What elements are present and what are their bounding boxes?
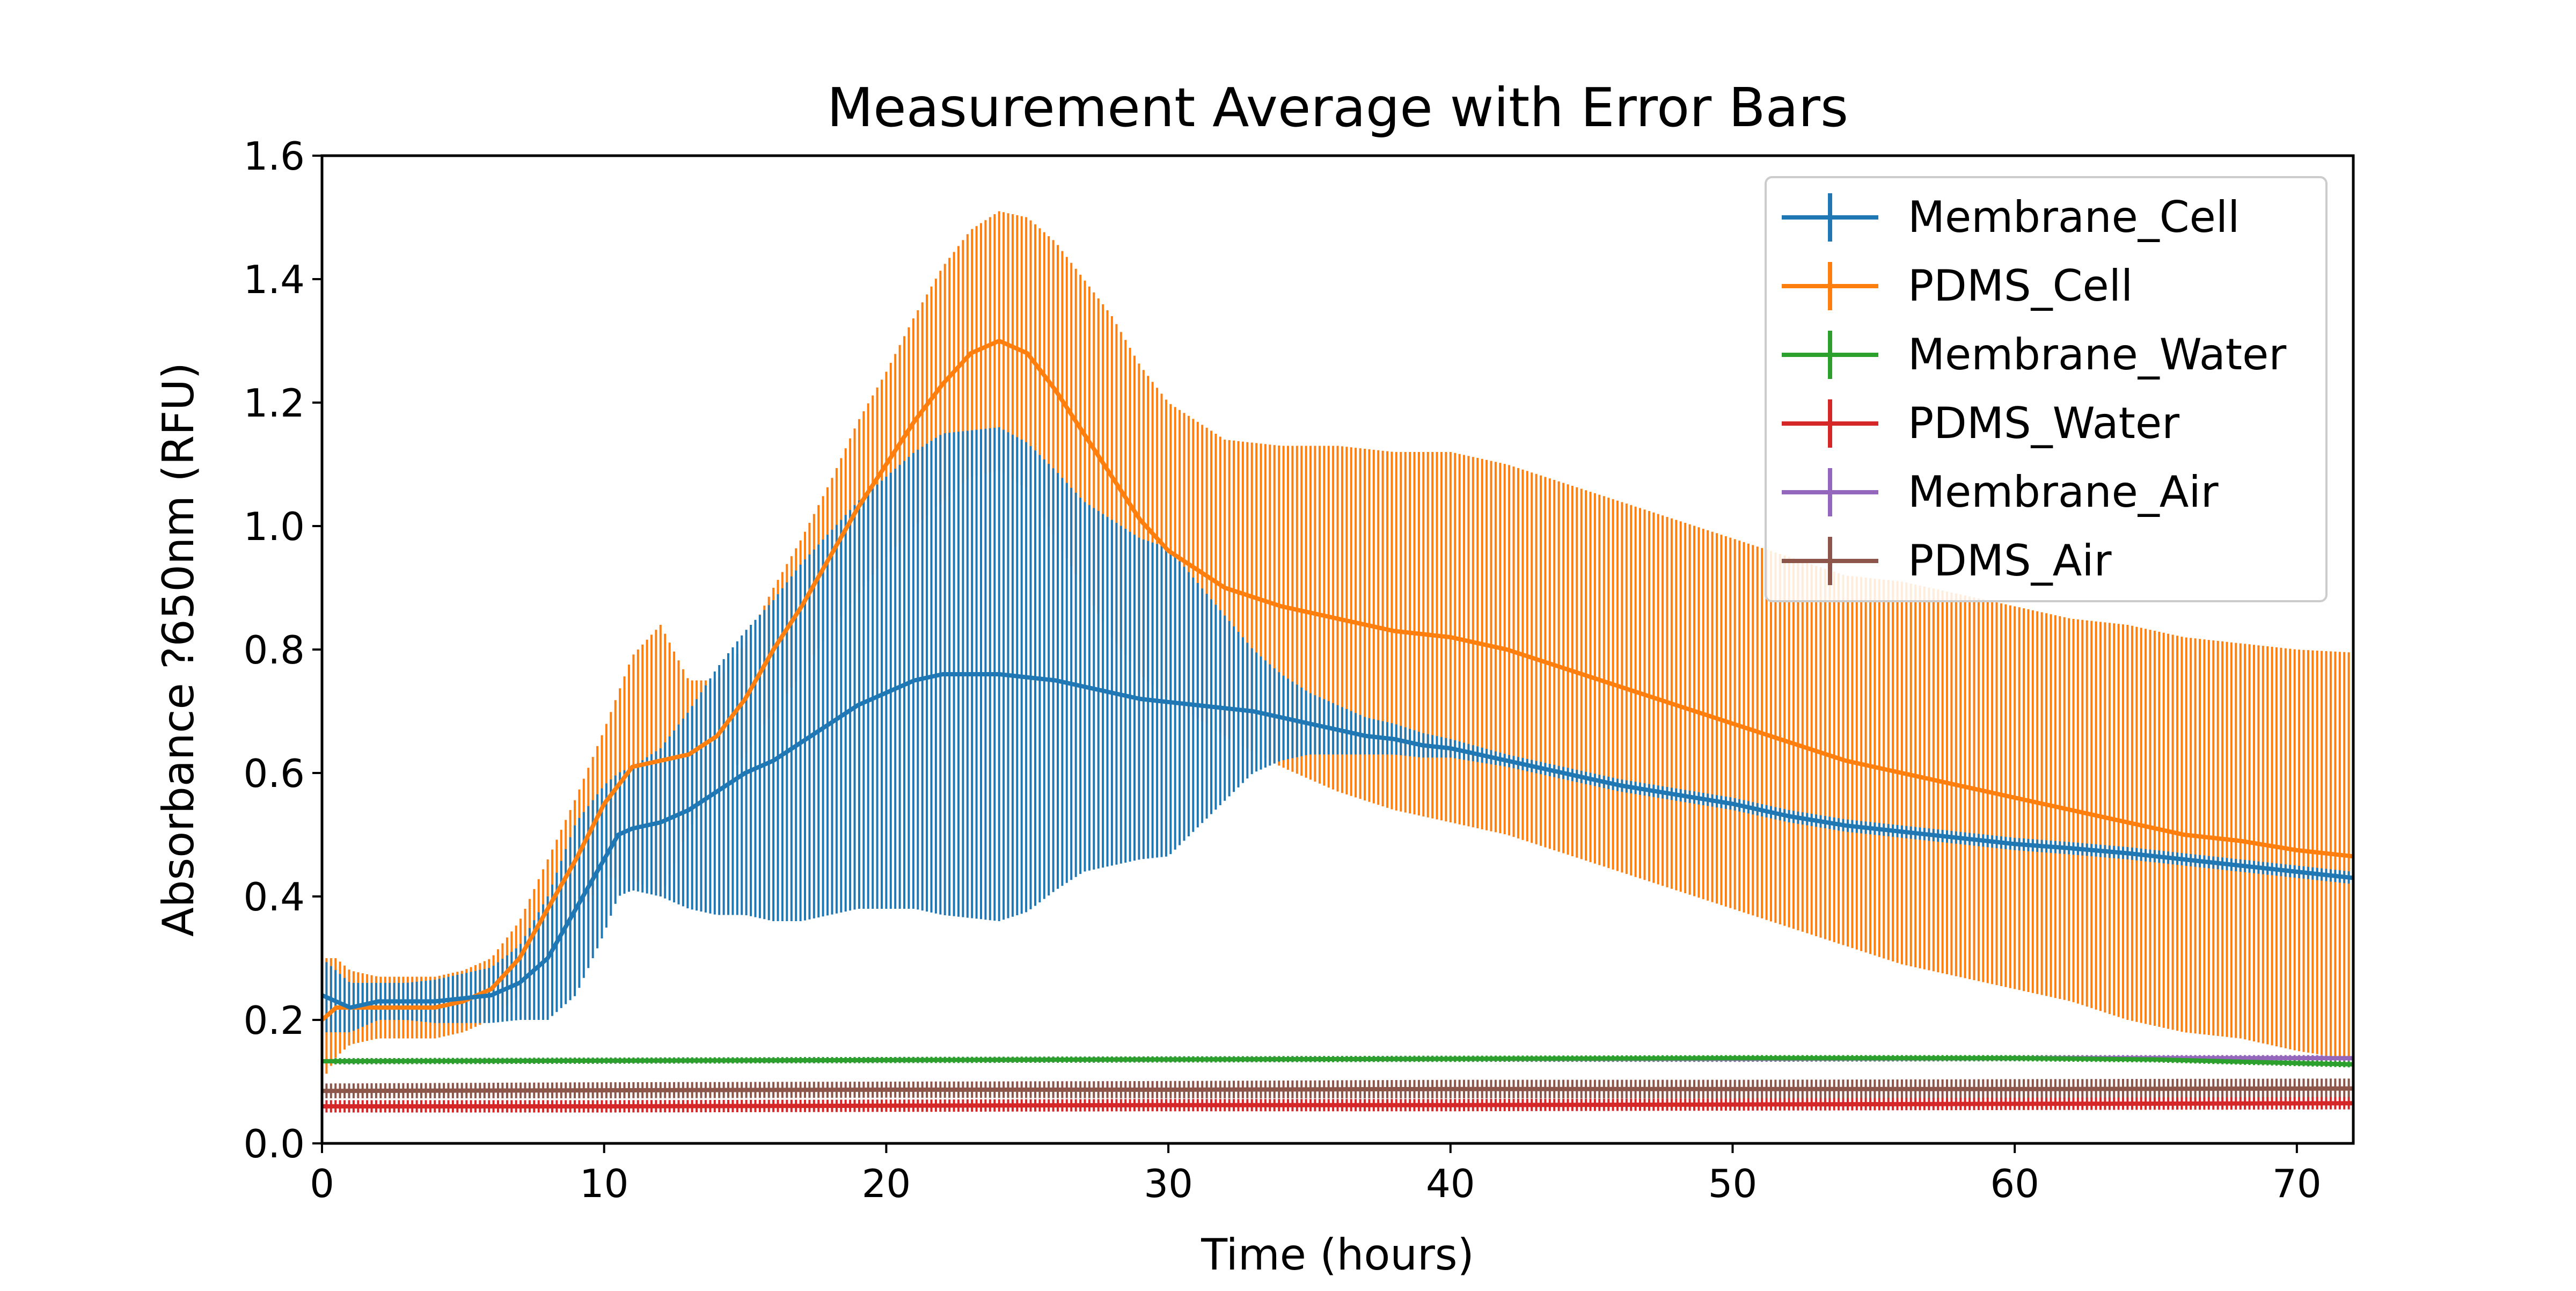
legend: Membrane_Cell PDMS_Cell Membrane_Water PDMS… <box>1765 176 2328 602</box>
x-tick-label: 30 <box>1144 1161 1193 1206</box>
y-tick-label: 1.2 <box>243 381 305 426</box>
legend-label-pdms-cell: PDMS_Cell <box>1908 261 2133 311</box>
y-tick-label: 0.8 <box>243 628 305 673</box>
legend-label-pdms-air: PDMS_Air <box>1908 536 2112 586</box>
chart-title: Measurement Average with Error Bars <box>827 76 1848 139</box>
legend-label-pdms-water: PDMS_Water <box>1908 398 2179 448</box>
y-tick-label: 0.2 <box>243 998 305 1043</box>
legend-box <box>1765 176 2328 602</box>
series-line-pdms-air <box>321 1086 2354 1093</box>
axis-ticks-layer: 0 10 20 30 40 50 60 70 0.0 0.2 0.4 0.6 0.8 1.0 1.2 1.4 1… <box>243 134 2321 1206</box>
x-tick-label: 60 <box>1990 1161 2039 1206</box>
x-tick-label: 20 <box>862 1161 911 1206</box>
series-line-pdms-cell <box>320 339 2354 1022</box>
series-lines-layer <box>320 339 2354 1108</box>
y-tick-label: 0.0 <box>243 1121 305 1166</box>
x-tick-label: 0 <box>310 1161 334 1206</box>
series-line-pdms-water <box>322 1101 2354 1108</box>
x-tick-label: 10 <box>580 1161 629 1206</box>
legend-label-membrane-air: Membrane_Air <box>1908 467 2219 517</box>
x-axis-label: Time (hours) <box>1201 1230 1474 1280</box>
x-tick-label: 40 <box>1426 1161 1475 1206</box>
y-tick-label: 0.4 <box>243 874 305 920</box>
y-tick-label: 1.6 <box>243 134 305 179</box>
y-tick-label: 1.4 <box>243 257 305 302</box>
series-line-membrane-cell <box>321 672 2354 1010</box>
y-tick-label: 0.6 <box>243 751 305 796</box>
legend-label-membrane-cell: Membrane_Cell <box>1908 192 2240 242</box>
y-tick-label: 1.0 <box>243 504 305 549</box>
x-tick-label: 70 <box>2272 1161 2322 1206</box>
series-line-membrane-water <box>321 1056 2354 1067</box>
y-axis-label: Absorbance ?650nm (RFU) <box>153 362 203 937</box>
x-tick-label: 50 <box>1708 1161 1758 1206</box>
legend-label-membrane-water: Membrane_Water <box>1908 330 2286 380</box>
